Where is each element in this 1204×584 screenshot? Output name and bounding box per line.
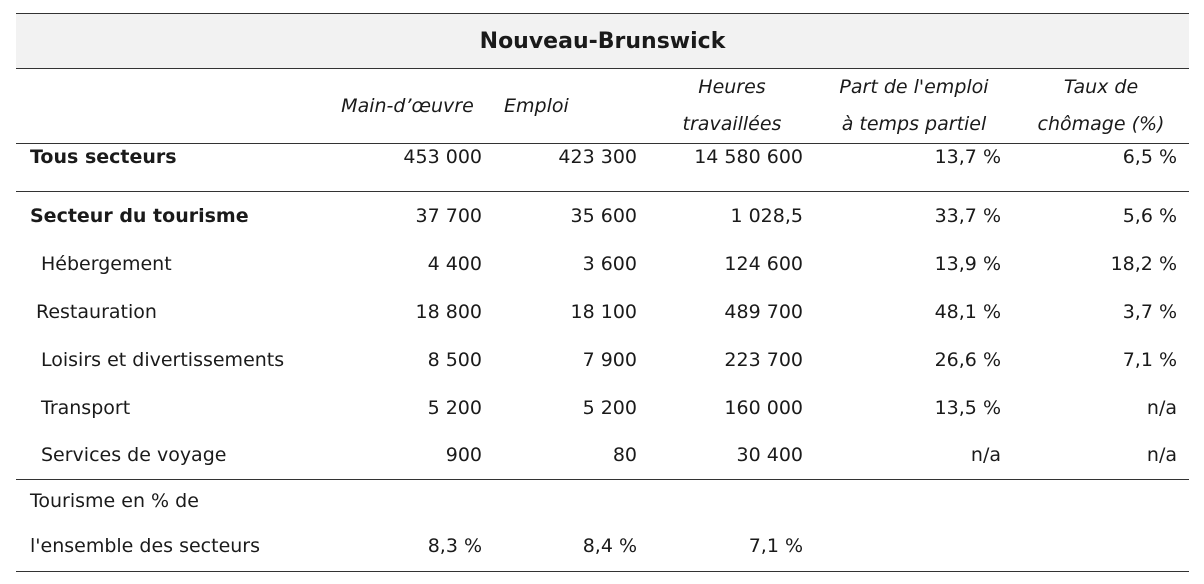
- cell-value: 8 500: [427, 348, 482, 371]
- cell-value: 7,1 %: [748, 535, 803, 558]
- table-title: Nouveau-Brunswick: [16, 13, 1189, 69]
- header-main-doeuvre: Main-d’œuvre: [341, 94, 474, 117]
- header-emploi: Emploi: [504, 94, 569, 117]
- row-label: Tous secteurs: [30, 146, 177, 168]
- cell-value: n/a: [1146, 396, 1177, 419]
- cell-value: 80: [612, 444, 637, 467]
- cell-value: n/a: [1146, 444, 1177, 467]
- tourism-share-label-line1: Tourisme en % de: [30, 489, 199, 512]
- cell-value: 900: [445, 444, 482, 467]
- cell-value: 6,5 %: [1122, 146, 1177, 168]
- cell-value: 33,7 %: [934, 204, 1001, 227]
- cell-value: 35 600: [570, 204, 637, 227]
- header-heures: Heures travaillées: [682, 76, 782, 135]
- cell-value: 26,6 %: [934, 348, 1001, 371]
- title-text: Nouveau-Brunswick: [479, 28, 726, 54]
- row-label: Restauration: [36, 300, 157, 323]
- cell-value: 423 300: [558, 146, 637, 168]
- row-label: Hébergement: [41, 252, 172, 275]
- cell-value: 489 700: [724, 300, 803, 323]
- tourism-share-label-line2: l'ensemble des secteurs: [30, 535, 261, 558]
- cell-value: 7 900: [582, 348, 637, 371]
- cell-value: 5 200: [427, 396, 482, 419]
- cell-value: 160 000: [724, 396, 803, 419]
- row-label: Loisirs et divertissements: [41, 348, 285, 371]
- cell-value: 14 580 600: [694, 146, 803, 168]
- cell-value: 18 100: [570, 300, 637, 323]
- table-row: Hébergement 4 400 3 600 124 600 13,9 % 1…: [16, 240, 1189, 288]
- header-empty: [16, 69, 321, 144]
- cell-value: 7,1 %: [1122, 348, 1177, 371]
- row-label: Transport: [41, 396, 131, 419]
- tourism-table: Nouveau-Brunswick Main-d’œuvre Emploi He…: [16, 13, 1189, 572]
- cell-value: 18 800: [415, 300, 482, 323]
- cell-value: 4 400: [427, 252, 482, 275]
- cell-value: 30 400: [736, 444, 803, 467]
- tourism-share-row-line1: Tourisme en % de: [16, 480, 1189, 522]
- cell-value: 124 600: [724, 252, 803, 275]
- cell-value: 37 700: [415, 204, 482, 227]
- cell-value: 8,3 %: [427, 535, 482, 558]
- cell-value: 1 028,5: [730, 204, 803, 227]
- header-row: Main-d’œuvre Emploi Heures travaillées Pa…: [16, 69, 1189, 144]
- cell-value: 13,7 %: [934, 146, 1001, 168]
- cell-value: 3,7 %: [1122, 300, 1177, 323]
- header-part-temps-partiel: Part de l'emploi à temps partiel: [839, 76, 989, 135]
- table-row: Transport 5 200 5 200 160 000 13,5 % n/a: [16, 384, 1189, 432]
- cell-value: 3 600: [582, 252, 637, 275]
- table-row: Restauration 18 800 18 100 489 700 48,1 …: [16, 288, 1189, 336]
- cell-value: 223 700: [724, 348, 803, 371]
- data-table: Main-d’œuvre Emploi Heures travaillées Pa…: [16, 69, 1189, 572]
- table-row: Secteur du tourisme 37 700 35 600 1 028,…: [16, 192, 1189, 240]
- cell-value: 5 200: [582, 396, 637, 419]
- cell-value: 13,9 %: [934, 252, 1001, 275]
- table-row: Loisirs et divertissements 8 500 7 900 2…: [16, 336, 1189, 384]
- row-label: Services de voyage: [41, 444, 227, 467]
- cell-value: 5,6 %: [1122, 204, 1177, 227]
- cell-value: 18,2 %: [1110, 252, 1177, 275]
- tourism-share-row-line2: l'ensemble des secteurs 8,3 % 8,4 % 7,1 …: [16, 522, 1189, 572]
- cell-value: 48,1 %: [934, 300, 1001, 323]
- cell-value: 13,5 %: [934, 396, 1001, 419]
- table-row: Tous secteurs 453 000 423 300 14 580 600…: [16, 144, 1189, 192]
- cell-value: 8,4 %: [582, 535, 637, 558]
- table-row: Services de voyage 900 80 30 400 n/a n/a: [16, 432, 1189, 480]
- header-taux-chomage: Taux de chômage (%): [1037, 76, 1165, 135]
- cell-value: 453 000: [403, 146, 482, 168]
- cell-value: n/a: [970, 444, 1001, 467]
- row-label: Secteur du tourisme: [30, 204, 249, 227]
